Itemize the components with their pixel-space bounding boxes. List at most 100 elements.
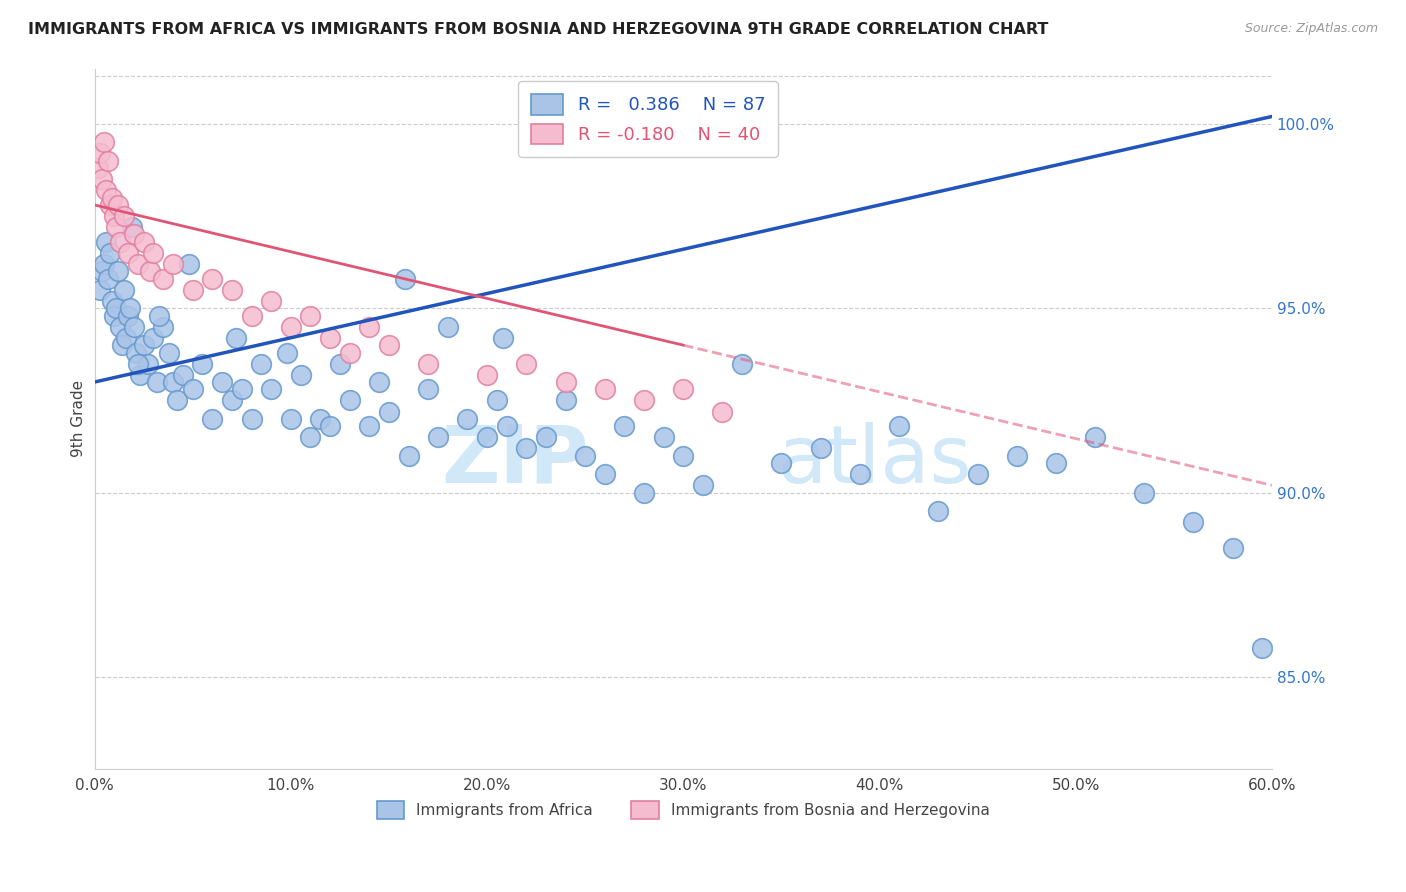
Point [91, 172, 114, 186]
Point [495, 419, 517, 434]
Point [290, 368, 312, 382]
Point [339, 345, 361, 359]
Point [418, 383, 440, 397]
Point [339, 393, 361, 408]
Point [485, 393, 508, 408]
Point [107, 264, 129, 278]
Point [146, 375, 169, 389]
Point [299, 430, 322, 444]
Point [132, 235, 155, 249]
Point [554, 375, 576, 389]
Point [112, 283, 135, 297]
Point [122, 319, 145, 334]
Point [121, 220, 143, 235]
Point [426, 430, 449, 444]
Point [250, 357, 273, 371]
Point [593, 467, 616, 482]
Point [105, 301, 128, 316]
Point [378, 338, 401, 352]
Point [108, 319, 131, 334]
Point [299, 309, 322, 323]
Point [574, 449, 596, 463]
Point [652, 430, 675, 444]
Point [181, 383, 204, 397]
Point [98, 198, 121, 212]
Point [191, 357, 214, 371]
Point [162, 375, 184, 389]
Point [475, 368, 498, 382]
Point [166, 393, 188, 408]
Point [101, 293, 124, 308]
Point [142, 331, 165, 345]
Point [181, 283, 204, 297]
Point [319, 331, 342, 345]
Point [97, 272, 120, 286]
Point [201, 412, 224, 426]
Point [103, 309, 125, 323]
Point [148, 309, 170, 323]
Text: IMMIGRANTS FROM AFRICA VS IMMIGRANTS FROM BOSNIA AND HERZEGOVINA 9TH GRADE CORRE: IMMIGRANTS FROM AFRICA VS IMMIGRANTS FRO… [28, 22, 1049, 37]
Point [378, 404, 401, 418]
Point [368, 375, 391, 389]
Point [810, 442, 832, 456]
Point [211, 375, 233, 389]
Point [1084, 430, 1107, 444]
Point [554, 393, 576, 408]
Point [515, 357, 537, 371]
Point [108, 235, 131, 249]
Point [115, 331, 138, 345]
Point [125, 345, 148, 359]
Point [101, 191, 124, 205]
Point [142, 246, 165, 260]
Point [117, 309, 139, 323]
Point [260, 383, 283, 397]
Point [394, 272, 416, 286]
Point [966, 467, 988, 482]
Point [201, 272, 224, 286]
Point [692, 478, 714, 492]
Point [887, 419, 910, 434]
Point [359, 419, 381, 434]
Point [112, 209, 135, 223]
Point [492, 331, 515, 345]
Point [711, 404, 734, 418]
Point [111, 338, 134, 352]
Point [475, 430, 498, 444]
Point [87, 161, 110, 175]
Point [127, 357, 149, 371]
Point [177, 257, 200, 271]
Point [534, 430, 557, 444]
Point [359, 319, 381, 334]
Point [93, 136, 115, 150]
Point [260, 293, 283, 308]
Point [280, 319, 302, 334]
Point [107, 198, 129, 212]
Point [91, 264, 114, 278]
Point [225, 331, 247, 345]
Point [97, 153, 120, 168]
Point [136, 357, 159, 371]
Point [436, 319, 458, 334]
Point [152, 319, 174, 334]
Point [89, 146, 111, 161]
Point [276, 345, 298, 359]
Point [89, 283, 111, 297]
Point [927, 504, 949, 518]
Point [240, 309, 263, 323]
Point [128, 368, 150, 382]
Point [122, 227, 145, 242]
Point [117, 246, 139, 260]
Point [138, 264, 160, 278]
Point [152, 272, 174, 286]
Point [103, 209, 125, 223]
Point [231, 383, 253, 397]
Point [418, 357, 440, 371]
Point [93, 257, 115, 271]
Point [672, 383, 695, 397]
Point [172, 368, 194, 382]
Point [221, 393, 243, 408]
Point [1045, 456, 1067, 470]
Point [613, 419, 636, 434]
Point [633, 485, 655, 500]
Point [593, 383, 616, 397]
